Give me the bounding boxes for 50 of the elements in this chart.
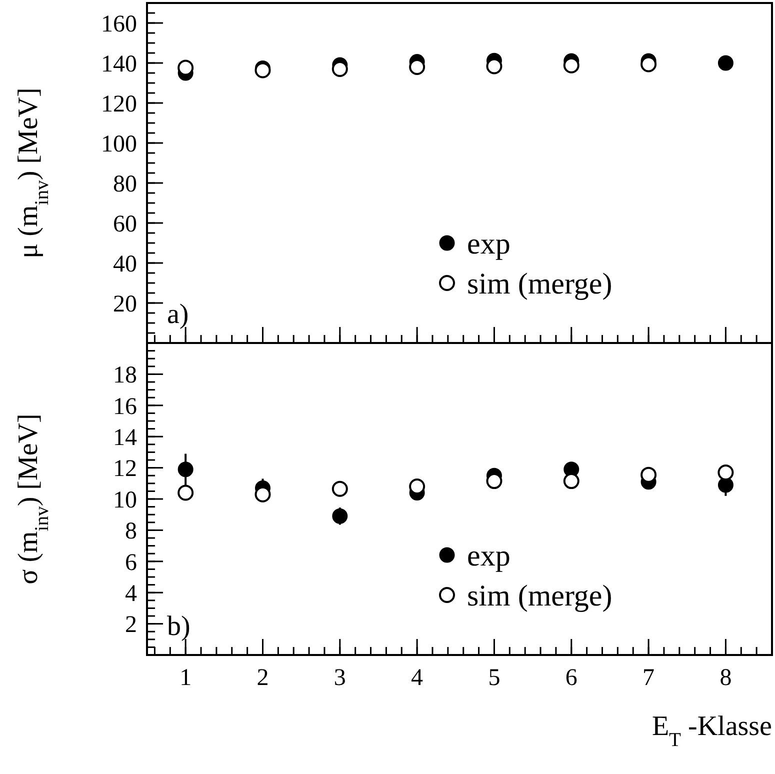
- y-tick-label: 160: [101, 11, 137, 38]
- y-tick-label: 60: [113, 211, 137, 238]
- y-tick-label: 10: [113, 487, 137, 514]
- y-tick-label: 20: [113, 291, 137, 318]
- y-tick-label: 2: [125, 612, 137, 638]
- point: [178, 462, 194, 478]
- annotation: a): [167, 299, 189, 330]
- y-tick-label: 120: [101, 91, 137, 118]
- x-tick-label: 5: [488, 665, 500, 691]
- point: [178, 60, 194, 76]
- point: [332, 61, 348, 77]
- point: [254, 62, 271, 78]
- x-tick-label: 4: [411, 665, 424, 691]
- x-tick-label: 3: [334, 665, 346, 691]
- point: [332, 508, 348, 524]
- point: [254, 486, 271, 502]
- y-tick-label: 40: [113, 251, 137, 278]
- point: [640, 466, 657, 483]
- legend-label: exp: [467, 540, 510, 572]
- y-tick-label: 80: [113, 171, 137, 198]
- annotation: b): [167, 611, 190, 642]
- point: [178, 484, 194, 501]
- point: [718, 464, 734, 480]
- y-tick-label: 100: [101, 131, 137, 158]
- point: [640, 56, 657, 72]
- y-tick-label: 4: [125, 581, 137, 607]
- point: [718, 55, 734, 71]
- y-tick-label: 12: [113, 456, 137, 482]
- x-tick-label: 6: [565, 665, 578, 691]
- y-tick-label: 8: [125, 518, 137, 545]
- legend-label: sim (merge): [467, 268, 612, 300]
- point: [409, 59, 426, 75]
- legend-label: sim (merge): [467, 580, 612, 612]
- y-tick-label: 140: [101, 51, 137, 78]
- point: [486, 58, 502, 74]
- point: [718, 477, 734, 493]
- x-tick-label: 1: [180, 665, 192, 691]
- point: [332, 480, 348, 497]
- y-tick-label: 6: [125, 550, 137, 576]
- x-tick-label: 2: [256, 665, 269, 691]
- point: [563, 473, 580, 490]
- x-axis-title: E$_{T}$ -Klasse: [652, 711, 772, 750]
- point: [486, 473, 502, 490]
- x-tick-label: 7: [642, 665, 655, 691]
- legend-label: exp: [467, 228, 510, 260]
- y-tick-label: 16: [113, 394, 137, 420]
- point: [563, 57, 580, 74]
- x-tick-label: 8: [720, 665, 732, 691]
- y-tick-label: 14: [113, 425, 137, 451]
- y-tick-label: 18: [113, 362, 137, 389]
